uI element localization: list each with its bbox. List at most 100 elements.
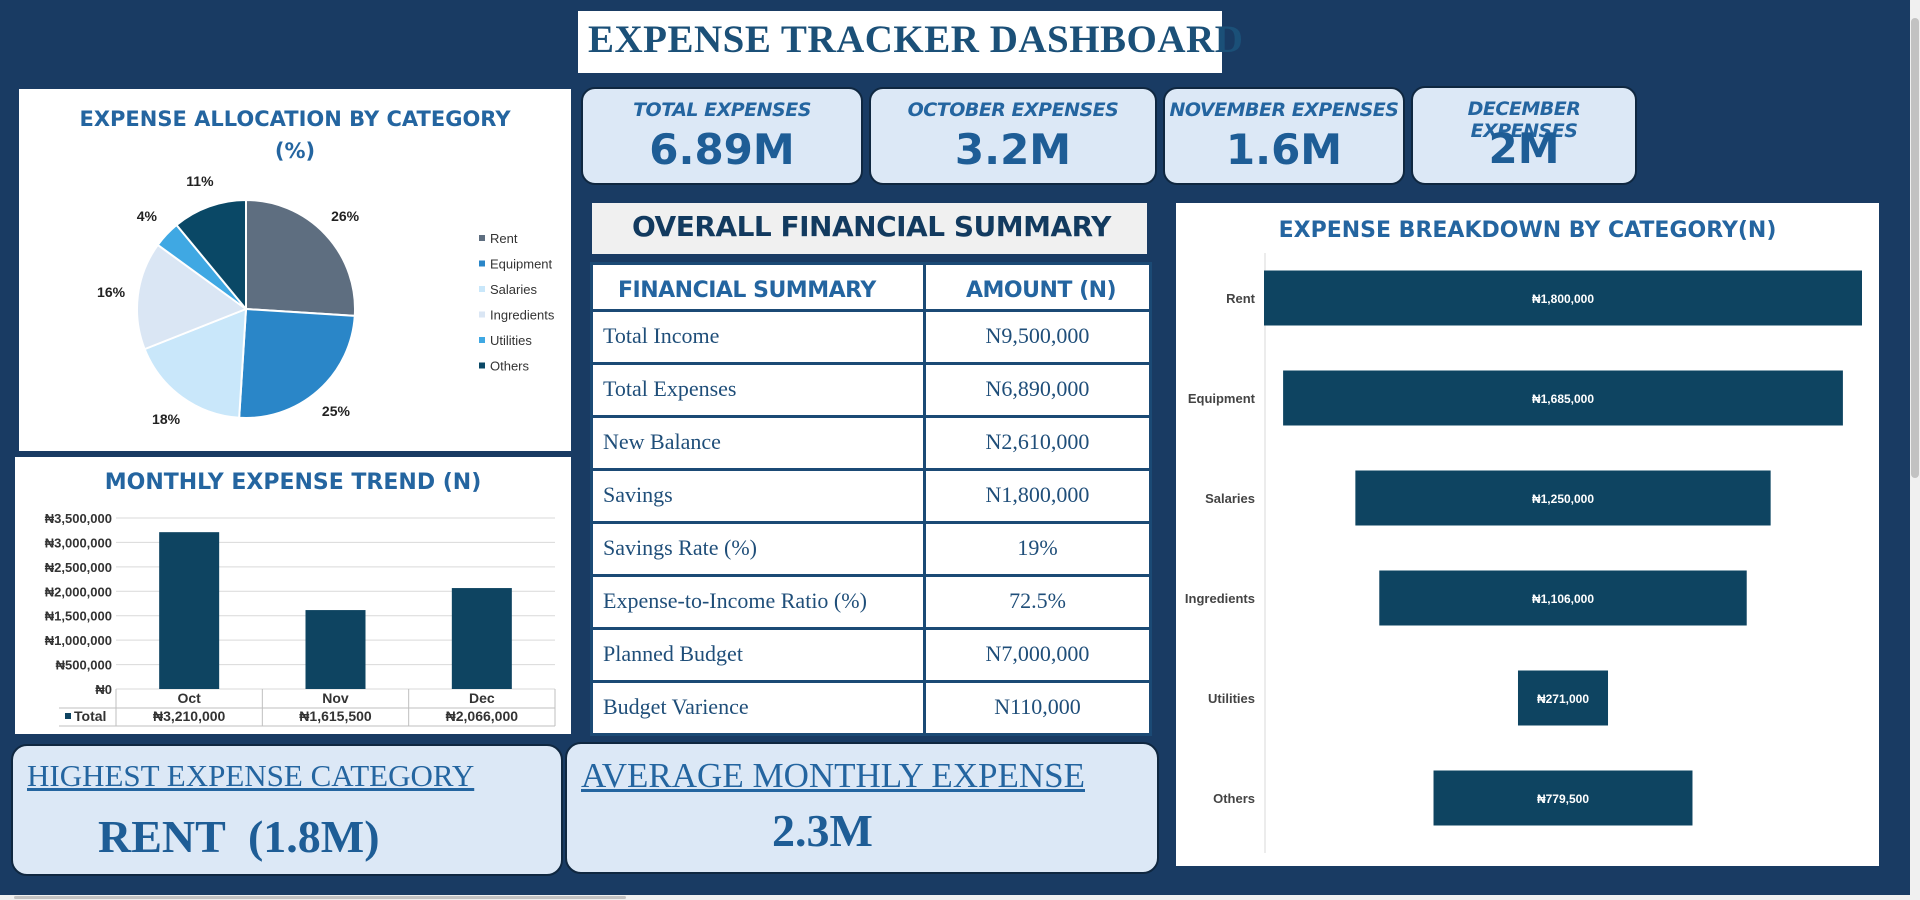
y-tick-label: ₦1,000,000: [45, 633, 112, 648]
summary-row-value: 19%: [926, 524, 1152, 577]
bar-data-label: ₦1,685,000: [1532, 392, 1594, 406]
y-tick-label: ₦3,000,000: [45, 535, 112, 550]
pie-chart-title: EXPENSE ALLOCATION BY CATEGORY (%): [19, 103, 571, 167]
legend-swatch: [479, 337, 485, 343]
y-tick-label: ₦3,500,000: [45, 511, 112, 526]
horizontal-scrollbar-thumb[interactable]: [14, 896, 626, 899]
pie-title-line-1: EXPENSE ALLOCATION BY CATEGORY: [79, 107, 511, 131]
bar-data-label: ₦271,000: [1537, 692, 1589, 706]
category-breakdown-chart: ₦1,800,000 Rent ₦1,685,000 Equipment ₦1,250,…: [1185, 253, 1862, 853]
category-label: Rent: [1226, 291, 1256, 306]
summary-row-value: 72.5%: [926, 577, 1152, 630]
pie-data-label: 11%: [186, 173, 214, 189]
kpi-value: 6.89M: [649, 125, 795, 174]
average-monthly-expense-card: AVERAGE MONTHLY EXPENSE 2.3M: [565, 742, 1159, 874]
table-header-amount: AMOUNT (N): [926, 262, 1152, 312]
summary-row-value: N110,000: [926, 683, 1152, 736]
category-breakdown-title: EXPENSE BREAKDOWN BY CATEGORY(N): [1278, 218, 1777, 243]
bar-ingredients: [1379, 570, 1747, 626]
highest-expense-label: HIGHEST EXPENSE CATEGORY: [27, 758, 475, 793]
data-table-value: ₦1,615,500: [299, 708, 372, 724]
y-tick-label: ₦0: [95, 682, 112, 697]
kpi-november-expenses: NOVEMBER EXPENSES 1.6M: [1163, 87, 1405, 185]
pie-data-label: 18%: [152, 411, 181, 427]
summary-row-value: N7,000,000: [926, 630, 1152, 683]
kpi-label: DECEMBER EXPENSES: [1467, 98, 1581, 142]
legend-swatch: [479, 311, 485, 318]
pie-slice-others: [175, 198, 247, 312]
summary-row-label: Savings Rate (%): [590, 524, 926, 577]
pie-slice-salaries: [143, 307, 248, 419]
kpi-value: 2M: [1488, 124, 1560, 173]
y-tick-label: ₦1,500,000: [45, 609, 112, 624]
summary-row-value: N2,610,000: [926, 418, 1152, 471]
category-breakdown-panel: EXPENSE BREAKDOWN BY CATEGORY(N) ₦1,800,…: [1176, 203, 1879, 866]
vertical-scrollbar-thumb[interactable]: [1911, 18, 1919, 478]
summary-row-label: Total Income: [590, 312, 926, 365]
pie-chart-panel: EXPENSE ALLOCATION BY CATEGORY (%) 26% 25…: [19, 89, 571, 451]
financial-summary-heading-text: OVERALL FINANCIAL SUMMARY: [632, 210, 1111, 243]
pie-slice-equipment: [238, 307, 356, 419]
bar-equipment: [1283, 370, 1843, 426]
summary-row-value: N6,890,000: [926, 365, 1152, 418]
dashboard-title-box: EXPENSE TRACKER DASHBOARD: [578, 11, 1243, 73]
bar-data-label: ₦1,106,000: [1532, 592, 1594, 606]
pie-data-label: 16%: [97, 284, 126, 300]
bar-salaries: [1355, 470, 1771, 526]
category-label: Others: [1213, 791, 1255, 806]
kpi-label: NOVEMBER EXPENSES: [1169, 99, 1399, 121]
summary-row-label: Total Expenses: [590, 365, 926, 418]
monthly-trend-panel: MONTHLY EXPENSE TREND (N) ₦0 ₦500,000 ₦1,0…: [15, 457, 571, 734]
legend-swatch: [479, 260, 485, 267]
y-tick-label: ₦2,000,000: [45, 584, 112, 599]
pie-title-line-2: (%): [274, 139, 316, 163]
data-table-value: ₦2,066,000: [446, 708, 519, 724]
category-label: Ingredients: [1185, 591, 1255, 606]
legend-item: Others: [490, 359, 530, 374]
financial-summary-table: FINANCIAL SUMMARY AMOUNT (N) Total Incom…: [590, 262, 1152, 736]
category-label: Equipment: [1188, 391, 1256, 406]
highest-expense-value: RENT (1.8M): [98, 811, 380, 862]
pie-data-label: 26%: [331, 208, 360, 224]
pie-data-label: 25%: [322, 403, 351, 419]
bar-rent: [1264, 270, 1862, 326]
series-name: Total: [74, 708, 106, 724]
data-table-value: ₦3,210,000: [153, 708, 226, 724]
legend-swatch: [479, 286, 485, 292]
pie-chart: 26% 25% 18% 16% 4% 11% Rent Equipment Salaries In…: [97, 173, 555, 427]
horizontal-scrollbar-track[interactable]: [0, 895, 1910, 900]
bar-data-label: ₦1,800,000: [1532, 292, 1594, 306]
kpi-label: OCTOBER EXPENSES: [907, 99, 1119, 121]
legend-item: Rent: [490, 231, 518, 246]
summary-row-label: Savings: [590, 471, 926, 524]
table-header-label: FINANCIAL SUMMARY: [590, 262, 926, 312]
bar-data-label: ₦779,500: [1537, 792, 1589, 806]
highest-expense-card: HIGHEST EXPENSE CATEGORY RENT (1.8M): [11, 744, 563, 876]
legend-item: Utilities: [490, 333, 532, 348]
summary-row-value: N1,800,000: [926, 471, 1152, 524]
legend-swatch: [479, 362, 485, 369]
x-tick-label: Oct: [177, 690, 201, 706]
category-label: Utilities: [1208, 691, 1255, 706]
bar-data-label: ₦1,250,000: [1532, 492, 1594, 506]
financial-summary-heading: OVERALL FINANCIAL SUMMARY: [592, 203, 1147, 254]
summary-row-label: Budget Varience: [590, 683, 926, 736]
kpi-total-expenses: TOTAL EXPENSES 6.89M: [581, 87, 863, 185]
x-tick-label: Dec: [469, 690, 495, 706]
x-tick-label: Nov: [322, 690, 349, 706]
summary-row-value: N9,500,000: [926, 312, 1152, 365]
monthly-trend-title: MONTHLY EXPENSE TREND (N): [104, 470, 482, 495]
kpi-december-expenses: DECEMBER EXPENSES 2M: [1411, 86, 1637, 185]
monthly-trend-chart: ₦0 ₦500,000 ₦1,000,000 ₦1,500,000 ₦2,000,000…: [45, 511, 556, 727]
average-monthly-expense-label: AVERAGE MONTHLY EXPENSE: [581, 756, 1085, 795]
bar-dec: [451, 588, 512, 689]
legend-item: Ingredients: [490, 308, 555, 323]
bar-nov: [305, 610, 366, 689]
kpi-value: 3.2M: [954, 125, 1072, 174]
summary-row-label: Planned Budget: [590, 630, 926, 683]
bar-utilities: [1517, 670, 1609, 726]
dashboard-title: EXPENSE TRACKER DASHBOARD: [588, 18, 1244, 61]
summary-row-label: New Balance: [590, 418, 926, 471]
average-monthly-expense-value: 2.3M: [772, 805, 873, 856]
